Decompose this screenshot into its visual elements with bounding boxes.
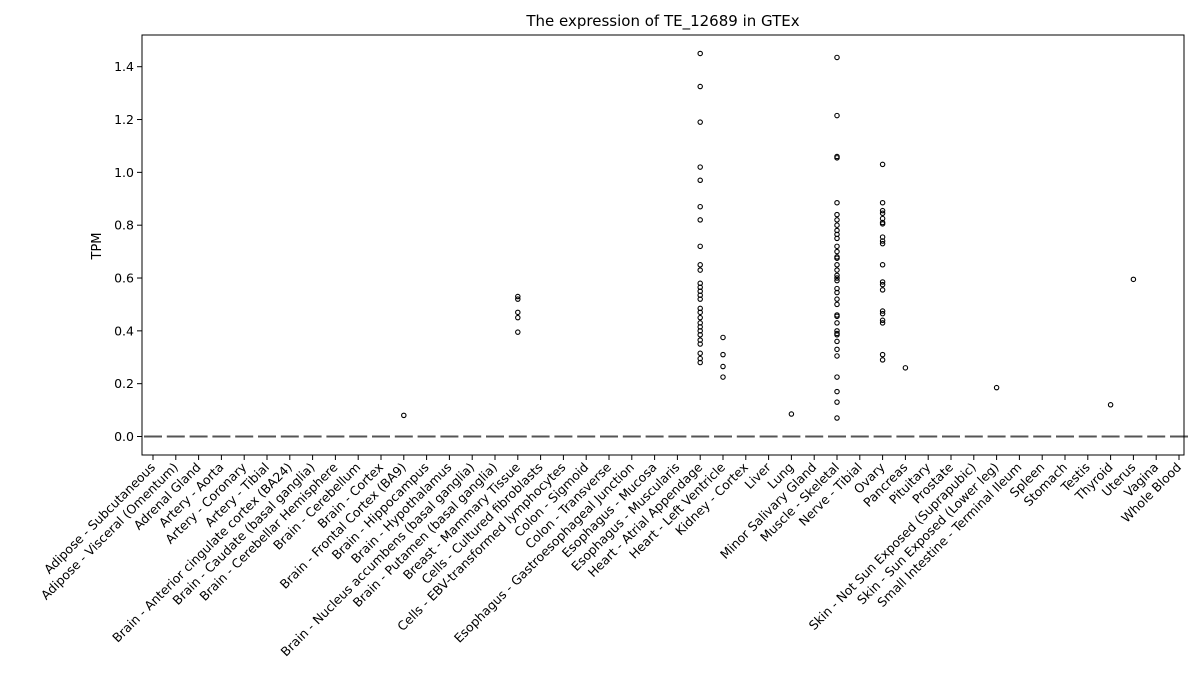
outlier-point xyxy=(879,287,886,293)
outlier-point xyxy=(834,353,840,359)
chart-title: The expression of TE_12689 in GTEx xyxy=(525,12,799,31)
outlier-point xyxy=(515,293,521,300)
outlier-point xyxy=(879,262,886,268)
outlier-point xyxy=(697,164,703,170)
outlier-point xyxy=(515,296,521,302)
outlier-point xyxy=(697,50,703,57)
outlier-point xyxy=(697,267,703,273)
outlier-point xyxy=(1107,402,1114,408)
y-tick-label: 0.4 xyxy=(114,323,134,338)
y-tick-label: 1.4 xyxy=(114,59,134,74)
outlier-point xyxy=(834,338,840,345)
outlier-point xyxy=(697,309,703,316)
outlier-point xyxy=(879,279,886,285)
y-tick-label: 0.0 xyxy=(114,429,134,444)
outlier-point xyxy=(515,329,521,335)
outlier-point xyxy=(834,301,840,308)
y-tick-label: 1.0 xyxy=(114,165,134,180)
outlier-point xyxy=(834,262,840,268)
y-tick-label: 0.2 xyxy=(114,376,134,391)
outlier-point xyxy=(720,363,726,370)
outlier-point xyxy=(834,289,840,296)
outlier-point xyxy=(697,262,703,268)
outlier-point xyxy=(834,54,840,61)
y-tick-label: 0.6 xyxy=(114,271,134,286)
plot-area xyxy=(144,50,1188,438)
outlier-point xyxy=(834,277,840,284)
outlier-point xyxy=(879,210,886,217)
outlier-point xyxy=(697,314,703,321)
y-axis: 0.0 0.2 0.4 0.6 0.8 1.0 1.2 1.4 xyxy=(114,59,142,444)
outlier-point xyxy=(879,320,886,326)
outlier-point xyxy=(879,221,886,227)
outlier-point xyxy=(834,388,840,395)
outlier-point xyxy=(834,296,840,302)
outlier-point xyxy=(1130,276,1137,283)
y-tick-label: 0.8 xyxy=(114,218,134,233)
outlier-point xyxy=(834,399,840,405)
outlier-point xyxy=(697,341,703,347)
outlier-point xyxy=(834,346,840,353)
outlier-point xyxy=(879,238,886,244)
outlier-point xyxy=(697,177,703,184)
outlier-point xyxy=(879,199,886,206)
outlier-point xyxy=(879,281,886,288)
outlier-point xyxy=(834,211,840,218)
outlier-point xyxy=(697,83,703,90)
outlier-point xyxy=(834,112,840,119)
outlier-point xyxy=(697,332,703,338)
outlier-point xyxy=(697,296,703,302)
outlier-point xyxy=(834,199,840,206)
outlier-point xyxy=(834,275,840,281)
outlier-point xyxy=(697,203,703,210)
outlier-point xyxy=(401,412,407,419)
outlier-point xyxy=(834,243,840,250)
outlier-point xyxy=(879,207,886,214)
outlier-point xyxy=(720,334,726,341)
outlier-point xyxy=(879,357,886,363)
outlier-point xyxy=(720,374,726,380)
outlier-point xyxy=(515,309,521,316)
outlier-point xyxy=(902,365,909,371)
outlier-point xyxy=(879,317,886,324)
outlier-point xyxy=(834,267,840,273)
outlier-point xyxy=(788,411,795,417)
outlier-point xyxy=(697,217,703,223)
y-axis-label: TPM xyxy=(90,233,105,261)
y-tick-label: 1.2 xyxy=(114,112,134,127)
outlier-point xyxy=(515,314,521,321)
outlier-point xyxy=(834,313,840,320)
outlier-point xyxy=(879,161,886,168)
outlier-point xyxy=(879,351,886,358)
outlier-point xyxy=(834,374,840,380)
outlier-point xyxy=(834,155,840,161)
outlier-point xyxy=(697,119,703,125)
outlier-point xyxy=(834,272,840,279)
outlier-point xyxy=(834,332,840,338)
outlier-point xyxy=(879,308,886,314)
outlier-point xyxy=(834,248,840,255)
outlier-point xyxy=(993,384,1000,391)
outlier-point xyxy=(697,350,703,357)
outlier-point xyxy=(879,310,886,317)
outlier-point xyxy=(834,217,840,223)
outlier-point xyxy=(834,415,840,421)
outlier-point xyxy=(834,255,840,261)
outlier-point xyxy=(697,243,703,250)
outlier-point xyxy=(834,320,840,326)
outlier-point xyxy=(720,351,726,358)
plot-frame xyxy=(141,34,1185,456)
outlier-point xyxy=(879,240,886,247)
outlier-point xyxy=(834,222,840,228)
outlier-point xyxy=(697,359,703,366)
outlier-point xyxy=(834,235,840,242)
